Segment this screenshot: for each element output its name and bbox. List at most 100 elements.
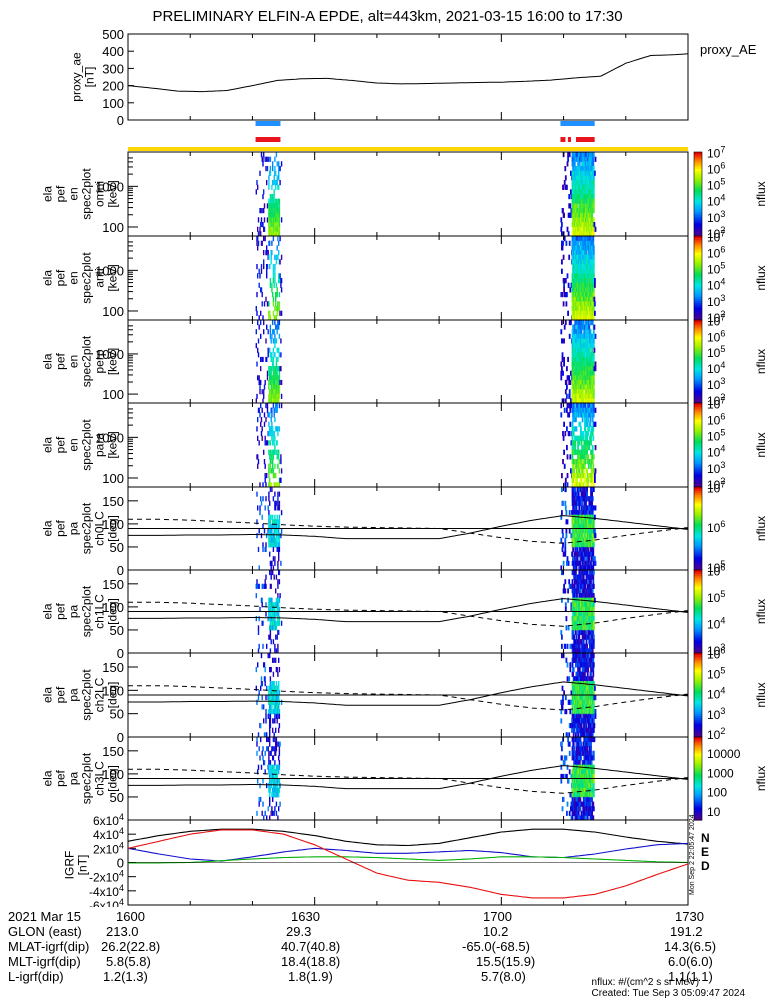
spectrogram-pixel <box>276 403 278 409</box>
spectrogram-pixel <box>591 574 593 580</box>
spectrogram-pixel <box>588 426 591 432</box>
spectrogram-pixel <box>592 250 595 256</box>
spectrogram-pixel <box>271 454 273 460</box>
spectrogram-pixel <box>570 189 572 195</box>
spectrogram-pixel <box>592 579 595 585</box>
colorbar-cell <box>694 536 702 540</box>
colorbar-cell <box>694 572 702 575</box>
spectrogram-pixel <box>275 384 278 390</box>
spectrogram-pixel <box>263 320 265 326</box>
spectrogram-pixel <box>581 454 583 460</box>
spectrogram-pixel <box>268 254 270 260</box>
spectrogram-pixel <box>568 389 571 395</box>
loss-cone-line <box>128 598 689 623</box>
spectrogram-pixel <box>266 440 268 446</box>
spectrogram-pixel <box>587 212 590 218</box>
spectrogram-pixel <box>575 593 577 599</box>
spectrogram-pixel <box>274 704 276 710</box>
spectrogram-pixel <box>266 203 269 209</box>
collection-bar <box>255 137 281 142</box>
spectrogram-pixel <box>264 440 266 446</box>
spectrogram-pixel <box>572 431 575 437</box>
spectrogram-pixel <box>261 208 263 214</box>
spectrogram-pixel <box>574 379 577 385</box>
spectrogram-pixel <box>260 379 262 385</box>
colorbar-cell <box>694 219 702 222</box>
spectrogram-pixel <box>269 347 271 353</box>
spectrogram-pixel <box>275 184 277 190</box>
spectrogram-pixel <box>271 542 273 548</box>
spectrogram-pixel <box>581 417 584 423</box>
spectrogram-pixel <box>583 352 586 358</box>
spectrogram-pixel <box>255 616 257 622</box>
spectrogram-pixel <box>583 379 586 385</box>
spectrogram-pixel <box>276 440 278 446</box>
spectrogram-pixel <box>270 222 272 228</box>
spectrogram-pixel <box>594 407 597 413</box>
spectrogram-pixel <box>592 542 595 548</box>
spectrogram-pixel <box>257 583 259 589</box>
colorbar-cell <box>694 290 702 294</box>
spectrogram-pixel <box>278 370 281 376</box>
spectrogram-pixel <box>594 468 597 474</box>
colorbar-cell <box>694 351 702 354</box>
spectrogram-pixel <box>277 375 279 381</box>
spectrogram-pixel <box>267 352 269 358</box>
spectrogram-pixel <box>280 338 282 344</box>
spectrogram-pixel <box>257 184 259 190</box>
spectrogram-pixel <box>588 611 591 617</box>
spectrogram-pixel <box>594 560 597 566</box>
spectrogram-pixel <box>575 505 578 511</box>
spectrogram-pixel <box>586 491 588 497</box>
spectrogram-pixel <box>272 356 275 362</box>
spectrogram-pixel <box>269 315 272 321</box>
spectrogram-pixel <box>584 440 586 446</box>
spectrogram-pixel <box>566 393 568 399</box>
spectrogram-pixel <box>577 240 579 246</box>
spectrogram-pixel <box>583 496 586 502</box>
spectrogram-pixel <box>575 459 577 465</box>
spectrogram-pixel <box>577 620 580 626</box>
spectrogram-pixel <box>262 398 264 404</box>
spectrogram-pixel <box>562 542 564 548</box>
spectrogram-pixel <box>263 329 265 335</box>
spectrogram-pixel <box>583 505 586 511</box>
spectrogram-pixel <box>580 361 583 367</box>
spectrogram-pixel <box>572 602 574 608</box>
spectrogram-pixel <box>571 454 574 460</box>
spectrogram-pixel <box>577 329 580 335</box>
spectrogram-pixel <box>587 417 590 423</box>
spectrogram-pixel <box>560 537 563 543</box>
spectrogram-pixel <box>261 407 263 413</box>
spectrogram-pixel <box>594 505 597 511</box>
spectrogram-pixel <box>275 667 278 673</box>
spectrogram-pixel <box>575 639 577 645</box>
spectrogram-pixel <box>582 226 585 232</box>
spectrogram-pixel <box>560 403 563 409</box>
spectrogram-pixel <box>257 459 260 465</box>
spectrogram-ch0LC <box>256 487 597 571</box>
spectrogram-pixel <box>588 551 591 557</box>
colorbar-tick-label: 102 <box>707 309 725 325</box>
spectrogram-pixel <box>278 184 280 190</box>
spectrogram-pixel <box>594 528 596 534</box>
spectrogram-pixel <box>582 356 585 362</box>
colorbar-tick-label: 105 <box>707 344 725 360</box>
spectrogram-pixel <box>564 320 567 326</box>
axis-label-line: en <box>67 355 81 368</box>
spectrogram-pixel <box>579 338 582 344</box>
spectrogram-pixel <box>269 231 272 237</box>
colorbar-cell <box>694 619 702 623</box>
spectrogram-pixel <box>585 194 587 200</box>
colorbar-tick-label: 106 <box>707 562 725 578</box>
colorbar-cell <box>694 528 702 532</box>
spectrogram-pixel <box>273 681 275 687</box>
spectrogram-pixel <box>271 282 273 288</box>
spectrogram-pixel <box>571 445 574 451</box>
spectrogram-pixel <box>586 301 588 307</box>
spectrogram-pixel <box>585 203 587 209</box>
spectrogram-pixel <box>580 565 582 571</box>
spectrogram-pixel <box>278 384 281 390</box>
spectrogram-pixel <box>592 329 595 335</box>
spectrogram-pixel <box>271 379 273 385</box>
